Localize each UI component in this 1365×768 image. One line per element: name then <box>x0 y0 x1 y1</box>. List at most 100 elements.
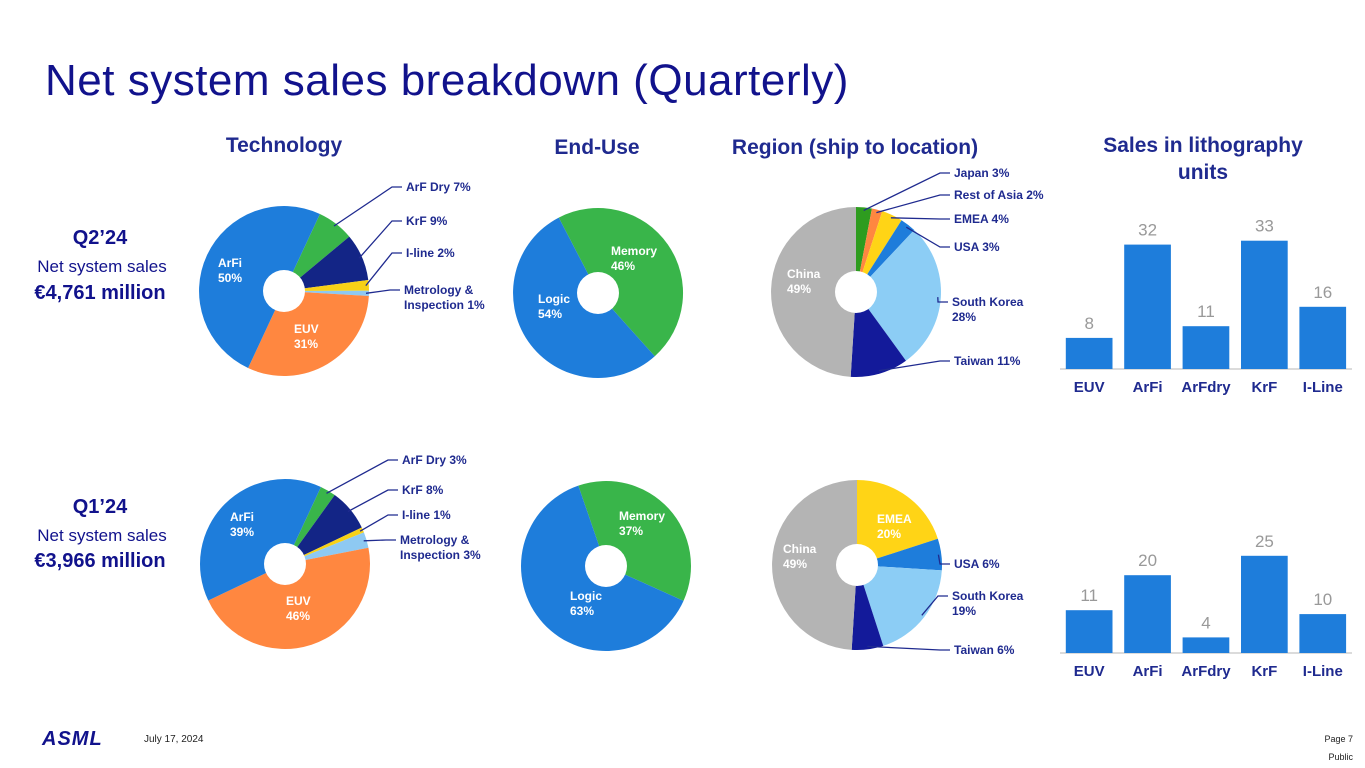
q2-units-bar-arfi <box>1124 244 1171 369</box>
q1-units-value-i-line: 10 <box>1313 590 1332 609</box>
q1-technology-leader-i-line <box>359 514 398 532</box>
q1-technology-leader-krf <box>347 489 398 513</box>
q1-end-use-label-logic: Logic 63% <box>570 589 602 618</box>
q2-region-slice-china <box>771 207 856 377</box>
end-use-header: End-Use <box>554 136 640 159</box>
q2-region-callout-japan: Japan 3% <box>954 166 1010 180</box>
q1-end-use-label-memory: Memory 37% <box>619 509 665 538</box>
q2-technology-center-hole <box>263 270 305 312</box>
asml-logo: ASML <box>42 728 103 750</box>
q2-region-leader-japan <box>863 172 950 211</box>
region-header: Region (ship to location) <box>731 136 979 159</box>
q2-region-callout-rest-of-asia: Rest of Asia 2% <box>954 188 1044 202</box>
q1-units-bar-krf <box>1241 555 1288 653</box>
q2-region-label-china: China 49% <box>787 267 821 296</box>
q2-technology-label-euv: EUV 31% <box>294 322 319 351</box>
q1-technology-callout-metrology-inspection: Metrology & Inspection 3% <box>400 533 481 562</box>
q2-units-value-euv: 8 <box>1084 314 1093 333</box>
q1-technology-slice-euv <box>208 547 371 649</box>
q2-region-slice-taiwan <box>850 292 906 377</box>
page-title: Net system sales breakdown (Quarterly) <box>45 56 849 105</box>
q2-region-leader-rest-of-asia <box>876 194 950 214</box>
q2-technology-leader-metrology-inspection <box>365 289 400 294</box>
q1-units-bar-arfi <box>1124 575 1171 653</box>
q1-units-category-arfi: ArFi <box>1133 663 1163 680</box>
q2-region-leader-south-korea <box>937 297 948 303</box>
q2-technology-callout-krf: KrF 9% <box>406 214 448 228</box>
q2-technology-leader-arf-dry <box>333 186 402 227</box>
q1-units-value-arfdry: 4 <box>1201 613 1210 632</box>
q2-technology-slice-metrology-inspection <box>284 290 370 297</box>
units-header-line2: units <box>1177 161 1229 184</box>
q2-technology-slice-arfi <box>199 206 320 369</box>
q1-region-callout-taiwan: Taiwan 6% <box>954 643 1015 657</box>
q1-region-slice-emea <box>857 480 938 565</box>
units-header-line1: Sales in lithography <box>1103 134 1303 157</box>
q2-region-leader-taiwan <box>878 360 950 372</box>
q2-units-value-arfdry: 11 <box>1197 302 1215 321</box>
q2-technology-leader-krf <box>358 220 402 259</box>
q1-technology-leader-metrology-inspection <box>363 539 396 542</box>
q1-technology-slice-krf <box>285 495 362 564</box>
q2-technology-leader-i-line <box>365 252 402 287</box>
q1-region-label-china: China 49% <box>783 542 817 571</box>
q2-end-use-label-logic: Logic 54% <box>538 292 570 321</box>
q1-units-value-euv: 11 <box>1080 586 1098 605</box>
q2-region-callout-taiwan: Taiwan 11% <box>954 354 1021 368</box>
q2-region-slice-rest-of-asia <box>856 208 883 292</box>
q1-region-leader-usa <box>937 554 950 565</box>
q1-region-leader-south-korea <box>921 595 948 616</box>
q2-end-use-slice-memory <box>558 207 684 357</box>
q2-units-value-krf: 33 <box>1255 217 1274 236</box>
q1-region-callout-usa: USA 6% <box>954 557 1000 571</box>
q2-units-bar-euv <box>1065 337 1113 369</box>
q1-units-bar-euv <box>1065 610 1113 653</box>
q1-technology-slice-arf-dry <box>285 486 335 564</box>
q2-units-value-i-line: 16 <box>1313 283 1332 302</box>
q2-units-category-krf: KrF <box>1251 379 1277 396</box>
q2-region-leader-emea <box>890 217 950 220</box>
q1-units-category-krf: KrF <box>1251 663 1277 680</box>
q1-region-label-emea: EMEA 20% <box>877 512 912 541</box>
q2-units-bar-arfdry <box>1182 326 1230 369</box>
q1-quarter-label: Q1’24 <box>72 496 128 518</box>
q2-region-slice-emea <box>856 211 902 292</box>
q1-units-value-arfi: 20 <box>1138 551 1157 570</box>
q2-technology-callout-metrology-inspection: Metrology & Inspection 1% <box>404 283 485 312</box>
q2-units-category-i-line: I-Line <box>1303 379 1343 396</box>
q1-technology-label-euv: EUV 46% <box>286 594 311 623</box>
q1-end-use-slice-memory <box>578 481 691 601</box>
q2-units-category-arfdry: ArFdry <box>1181 379 1231 396</box>
q1-technology-slice-metrology-inspection <box>285 532 369 564</box>
q1-units-bar-arfdry <box>1182 637 1230 653</box>
q1-end-use-center-hole <box>585 545 627 587</box>
q2-end-use-label-memory: Memory 46% <box>611 244 657 273</box>
q1-region-slice-taiwan <box>851 565 884 650</box>
q2-region-slice-japan <box>856 207 872 292</box>
q1-technology-callout-arf-dry: ArF Dry 3% <box>402 453 467 467</box>
q2-units-category-arfi: ArFi <box>1133 379 1163 396</box>
q1-region-leader-taiwan <box>867 645 950 651</box>
q1-net-sales-amount: €3,966 million <box>34 550 166 572</box>
q1-units-value-krf: 25 <box>1255 532 1274 551</box>
q2-region-callout-emea: EMEA 4% <box>954 212 1009 226</box>
q1-region-slice-usa <box>857 538 942 571</box>
q2-units-bar-krf <box>1241 240 1288 369</box>
q2-region-slice-usa <box>856 220 915 292</box>
q1-region-slice-china <box>772 480 857 650</box>
q1-region-callout-south-korea: South Korea 19% <box>952 589 1024 618</box>
q2-region-callout-south-korea: South Korea 28% <box>952 295 1024 324</box>
q1-technology-slice-i-line <box>285 527 364 564</box>
q2-technology-slice-arf-dry <box>284 213 350 291</box>
q1-technology-center-hole <box>264 543 306 585</box>
q2-units-category-euv: EUV <box>1074 379 1105 396</box>
q2-quarter-label: Q2’24 <box>72 227 128 249</box>
footer-classification: Public <box>1328 752 1353 762</box>
q2-technology-slice-krf <box>284 236 369 291</box>
footer-date: July 17, 2024 <box>144 734 204 745</box>
q2-technology-slice-i-line <box>284 280 369 291</box>
technology-header: Technology <box>225 134 343 157</box>
q1-region-slice-south-korea <box>857 565 942 646</box>
q1-units-category-arfdry: ArFdry <box>1181 663 1231 680</box>
